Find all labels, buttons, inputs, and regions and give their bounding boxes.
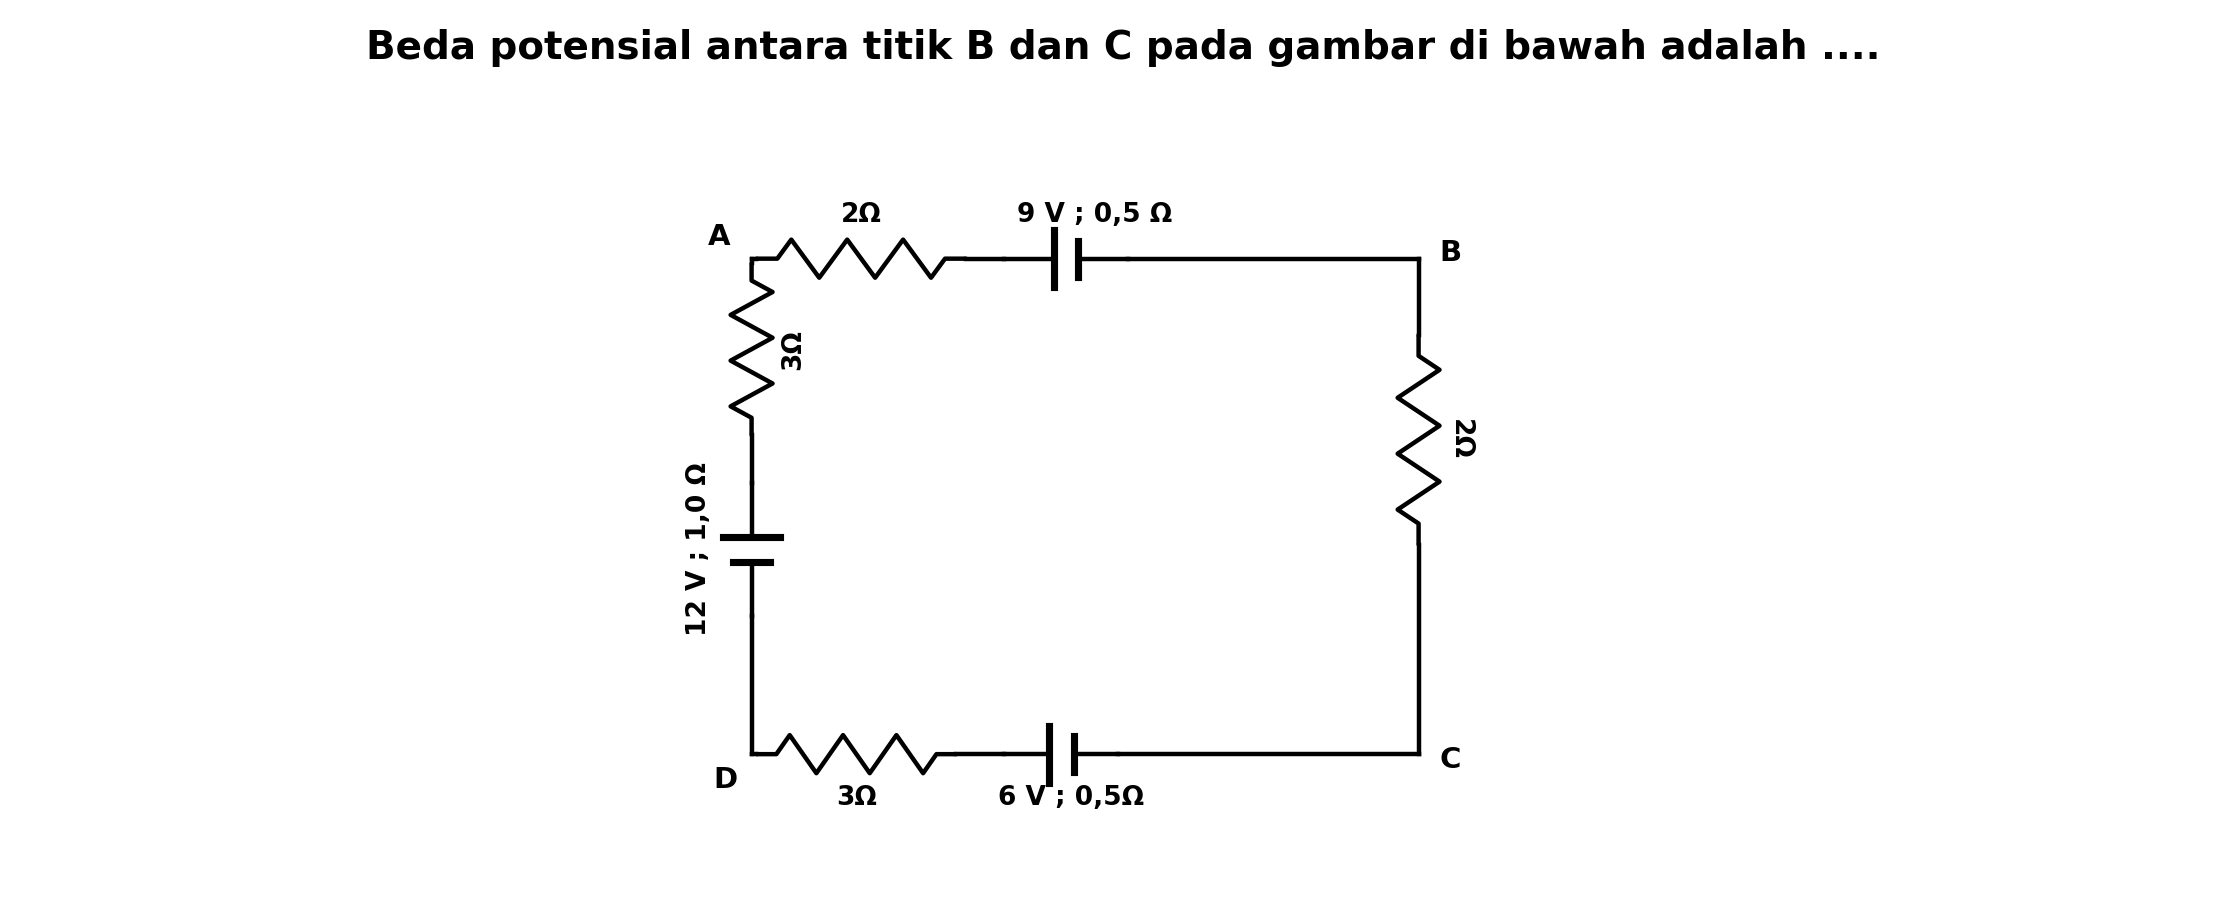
Text: A: A	[708, 223, 730, 251]
Text: B: B	[1438, 239, 1461, 267]
Text: Beda potensial antara titik B dan C pada gambar di bawah adalah ....: Beda potensial antara titik B dan C pada…	[365, 28, 1881, 66]
Text: 12 V ; 1,0 Ω: 12 V ; 1,0 Ω	[686, 462, 713, 637]
Text: 2Ω: 2Ω	[841, 202, 881, 228]
Text: D: D	[713, 765, 737, 794]
Text: 3Ω: 3Ω	[837, 785, 876, 811]
Text: 9 V ; 0,5 Ω: 9 V ; 0,5 Ω	[1018, 202, 1173, 228]
Text: 3Ω: 3Ω	[781, 329, 806, 370]
Text: 2Ω: 2Ω	[1447, 419, 1474, 460]
Text: C: C	[1438, 745, 1461, 774]
Text: 6 V ; 0,5Ω: 6 V ; 0,5Ω	[998, 785, 1144, 811]
